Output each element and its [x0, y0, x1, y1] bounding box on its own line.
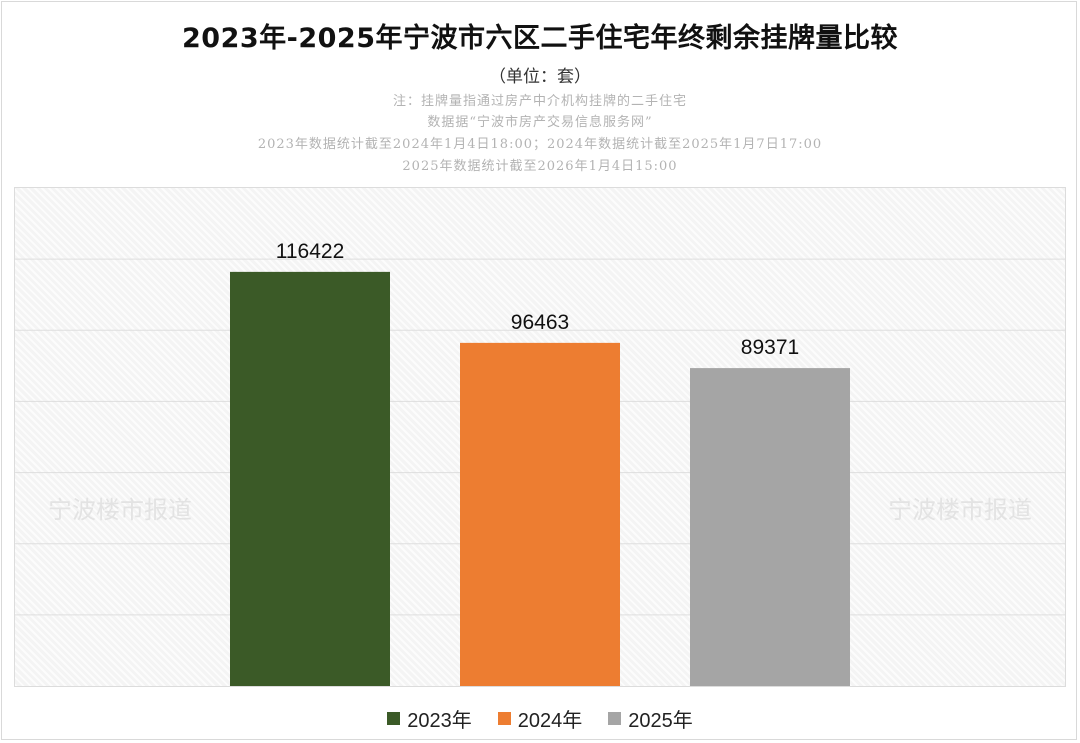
legend-swatch: [387, 712, 401, 725]
data-label-1: 116422: [276, 240, 345, 263]
data-label-3: 89371: [741, 336, 799, 359]
watermark-text: 宁波楼市报道: [48, 496, 192, 524]
legend-item-2: 2024年: [497, 704, 583, 733]
bar-3: [690, 368, 850, 686]
chart-note-2: 数据据“宁波市房产交易信息服务网”: [427, 115, 653, 130]
chart-title: 2023年-2025年宁波市六区二手住宅年终剩余挂牌量比较: [182, 23, 898, 54]
chart-subtitle: （单位：套）: [489, 67, 591, 87]
data-labels: 116422 96463 89371: [276, 240, 799, 359]
legend-label: 2025年: [628, 710, 693, 732]
legend-label: 2024年: [517, 710, 583, 732]
legend-swatch: [608, 712, 622, 725]
legend-swatch: [497, 712, 511, 725]
data-label-2: 96463: [511, 311, 569, 334]
chart-note-3: 2023年数据统计截至2024年1月4日18:00；2024年数据统计截至202…: [257, 137, 823, 152]
bar-2: [460, 342, 620, 686]
chart-note-1: 注：挂牌量指通过房产中介机构挂牌的二手住宅: [392, 94, 687, 109]
watermark-text: 宁波楼市报道: [888, 496, 1032, 524]
chart-note-4: 2025年数据统计截至2026年1月4日15:00: [402, 159, 678, 174]
legend: 2023年 2024年 2025年: [0, 704, 1080, 733]
bars: [230, 271, 850, 686]
legend-label: 2023年: [407, 710, 472, 732]
legend-item-3: 2025年: [608, 704, 693, 733]
legend-item-1: 2023年: [387, 704, 472, 733]
bar-1: [230, 271, 390, 686]
